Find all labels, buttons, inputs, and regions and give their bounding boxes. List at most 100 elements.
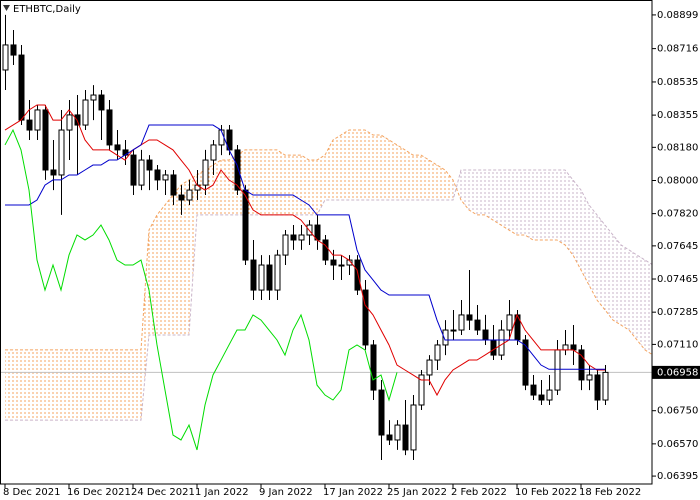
candle-body	[594, 374, 601, 401]
candle-body	[202, 159, 209, 186]
price-label: 0.06958	[657, 367, 698, 378]
cloud-segment	[621, 244, 629, 331]
cloud-segment	[453, 169, 461, 201]
y-tick-label: 0.08899	[657, 10, 698, 21]
axes: 0.08899 0.08716 0.08535 0.08355 0.08180 0.080…	[3, 10, 700, 498]
cloud-segment	[157, 204, 165, 336]
x-tick-label: 9 Jan 2022	[259, 487, 313, 498]
price-label-box	[652, 365, 700, 379]
candle-body	[98, 94, 105, 111]
candle-body	[114, 144, 121, 151]
candle-body	[530, 384, 537, 396]
cloud-segment	[629, 249, 637, 340]
candle-body	[170, 174, 177, 196]
candle-body	[506, 314, 513, 331]
y-tick-label: 0.07820	[657, 209, 698, 220]
y-tick-label: 0.06750	[657, 406, 698, 417]
candle-body	[242, 189, 249, 261]
cloud-segment	[525, 169, 533, 240]
candle-body	[474, 319, 481, 331]
x-tick-label: 10 Feb 2022	[515, 487, 577, 498]
cloud-segment	[469, 169, 477, 215]
cloud-segment	[181, 179, 189, 336]
candle-body	[354, 259, 361, 291]
cloud-segment	[173, 185, 181, 336]
candle-body	[402, 424, 409, 451]
cloud-segment	[21, 349, 29, 421]
candle-body	[386, 434, 393, 441]
candle-body	[250, 259, 257, 291]
candle-body	[178, 194, 185, 201]
candle-body	[42, 109, 49, 171]
cloud-segment	[37, 349, 45, 421]
candle-body	[370, 344, 377, 391]
cloud-segment	[85, 349, 93, 421]
candle-body	[210, 144, 217, 161]
candle-body	[138, 159, 145, 186]
cloud-segment	[373, 134, 381, 201]
cloud-segment	[461, 169, 469, 210]
candle-body	[410, 404, 417, 451]
cloud-segment	[277, 149, 285, 215]
cloud-segment	[541, 169, 549, 240]
cloud-segment	[101, 349, 109, 421]
y-tick-label: 0.08716	[657, 44, 698, 55]
candle-body	[66, 114, 73, 131]
cloud-segment	[5, 349, 13, 421]
cloud-segment	[333, 134, 341, 201]
y-tick-label: 0.08000	[657, 175, 698, 186]
candle-body	[82, 99, 89, 126]
y-tick-label: 0.07645	[657, 241, 698, 252]
candle-body	[578, 349, 585, 381]
cloud-segment	[645, 260, 652, 355]
y-tick-label: 0.08355	[657, 110, 698, 121]
candle-body	[10, 44, 17, 56]
cloud-segment	[565, 169, 573, 256]
cloud-segment	[509, 169, 517, 236]
cloud-segment	[637, 255, 645, 350]
cloud-segment	[45, 349, 53, 421]
senkou_b-line	[5, 169, 652, 421]
candle-body	[186, 189, 193, 201]
candle-body	[282, 234, 289, 256]
cloud-segment	[117, 349, 125, 421]
cloud-segment	[501, 169, 509, 231]
candle-body	[130, 154, 137, 186]
candle-body	[106, 109, 113, 146]
y-tick-label: 0.07110	[657, 339, 698, 350]
cloud-segment	[53, 349, 61, 421]
plot-area	[0, 14, 652, 461]
cloud-segment	[549, 169, 557, 240]
candle-body	[90, 94, 97, 101]
cloud-segment	[517, 169, 525, 236]
cloud-segment	[605, 225, 613, 321]
symbol-icon	[3, 5, 10, 11]
cloud-segment	[69, 349, 77, 421]
candle-body	[34, 109, 41, 131]
candle-body	[258, 264, 265, 291]
cloud-segment	[325, 139, 333, 201]
candle-body	[146, 159, 153, 171]
cloud-segment	[573, 179, 581, 270]
x-tick-label: 2 Feb 2022	[451, 487, 507, 498]
cloud-segment	[581, 190, 589, 286]
cloud-segment	[93, 349, 101, 421]
cloud-segment	[317, 155, 325, 215]
y-tick-label: 0.06395	[657, 471, 698, 482]
x-tick-label: 8 Dec 2021	[3, 487, 61, 498]
candle-body	[538, 394, 545, 401]
y-tick-label: 0.08535	[657, 77, 698, 88]
cloud-segment	[269, 149, 277, 215]
cloud-segment	[301, 155, 309, 215]
candle-body	[298, 234, 305, 241]
candle-body	[490, 339, 497, 356]
kijun-line	[5, 124, 605, 370]
cloud-segment	[405, 149, 413, 201]
cloud-segment	[557, 169, 565, 245]
candle-body	[338, 264, 345, 267]
candle-body	[322, 239, 329, 261]
cloud-segment	[349, 130, 357, 201]
cloud-segment	[365, 130, 373, 201]
candle-body	[50, 169, 57, 176]
